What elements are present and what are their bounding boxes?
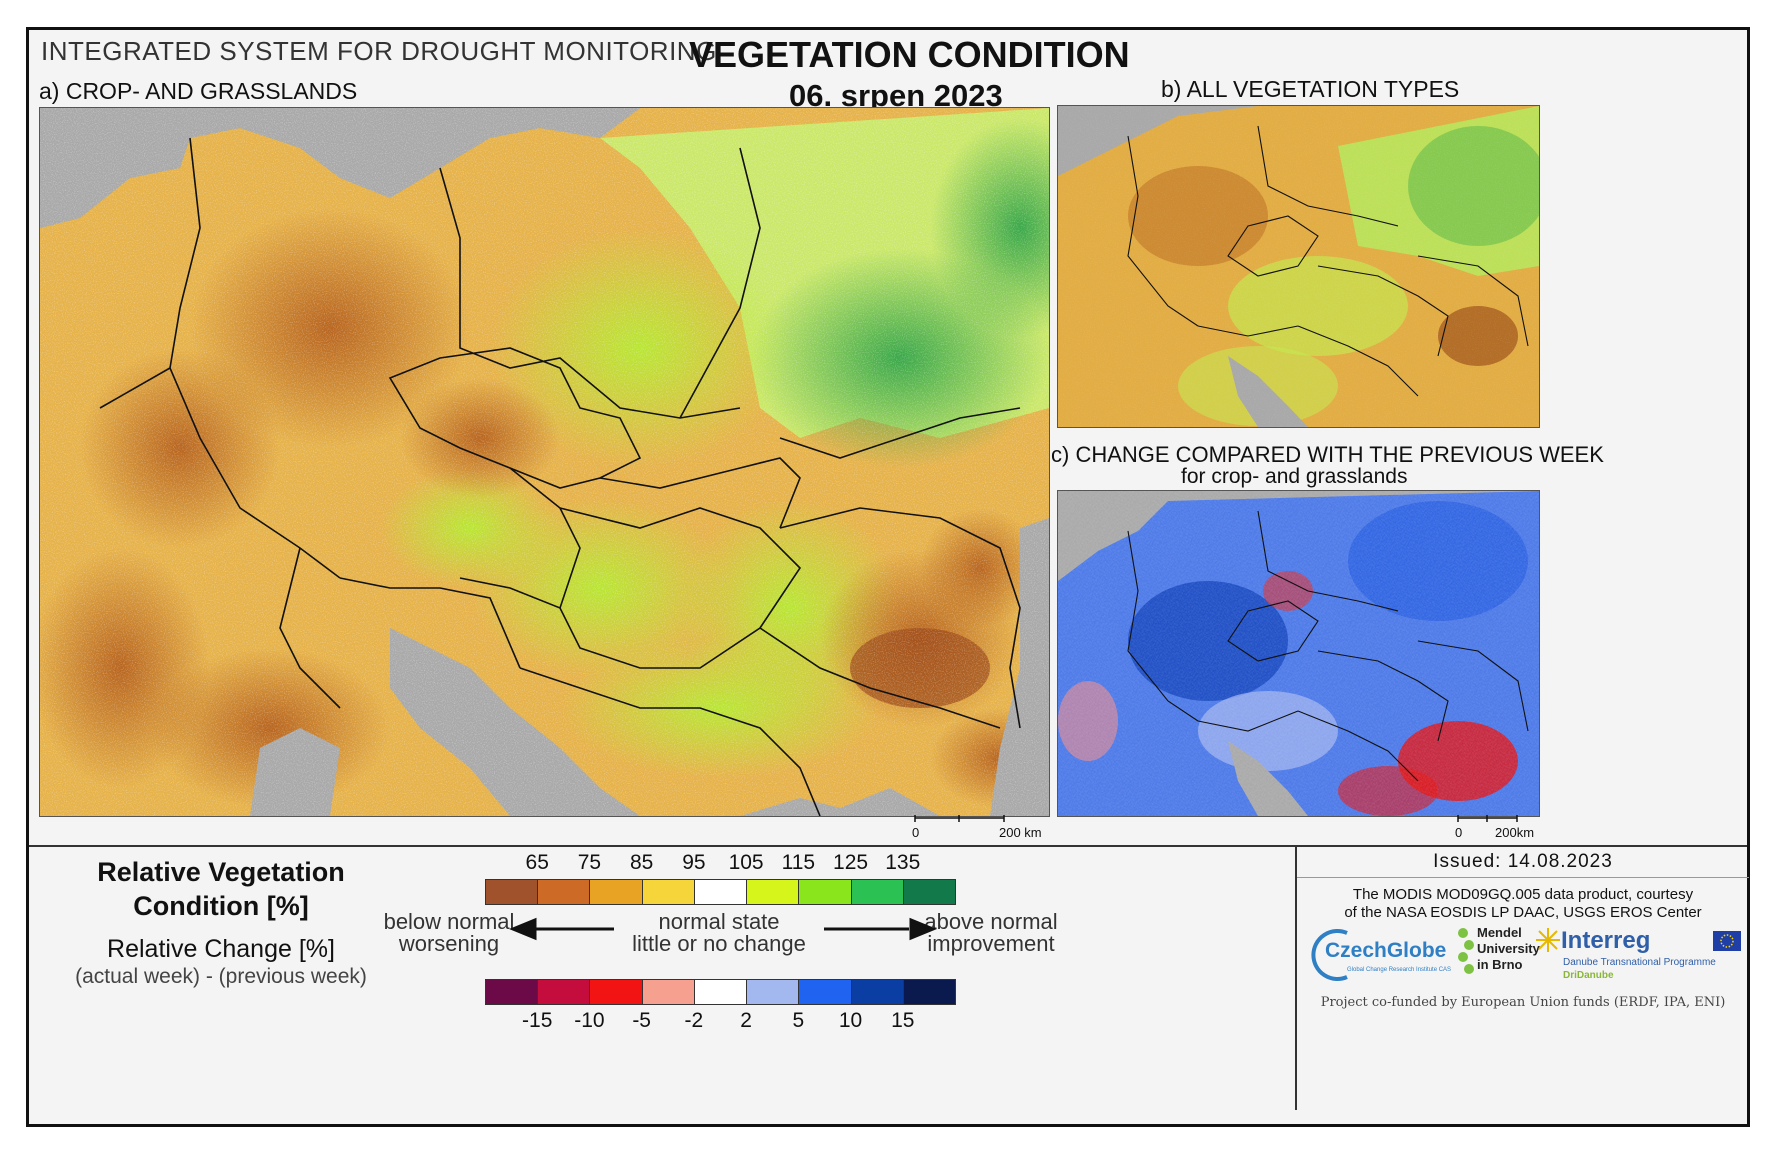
rvc-swatch xyxy=(798,879,852,905)
mendel-line2: University xyxy=(1477,941,1540,956)
panel-a-label: a) CROP- AND GRASSLANDS xyxy=(39,78,358,104)
rc-swatch xyxy=(902,979,956,1005)
mendel-line3: in Brno xyxy=(1477,957,1523,972)
above-normal-label: above normal xyxy=(924,909,1058,934)
map-all-vegetation-graphic xyxy=(1058,106,1539,427)
rc-swatch xyxy=(641,979,695,1005)
rc-subtitle: (actual week) - (previous week) xyxy=(75,965,367,988)
rvc-title-line1: Relative Vegetation xyxy=(97,857,345,887)
rvc-tick-label: 115 xyxy=(781,851,816,874)
rvc-swatch xyxy=(850,879,904,905)
interreg-logo: Interreg Danube Transnational Programme … xyxy=(1535,923,1747,993)
issued-date: Issued: 14.08.2023 xyxy=(1297,845,1749,878)
czechglobe-name: CzechGlobe xyxy=(1325,939,1447,962)
rvc-tick-label: 65 xyxy=(525,851,549,874)
rc-title: Relative Change [%] xyxy=(107,935,335,963)
main-title: VEGETATION CONDITION xyxy=(689,34,1130,75)
rc-tick-label: 10 xyxy=(838,1009,863,1032)
rvc-tick-label: 85 xyxy=(629,851,654,874)
rc-color-bar xyxy=(485,979,956,1005)
rc-tick-label: 15 xyxy=(891,1009,915,1032)
czechglobe-logo: CzechGlobe Global Change Research Instit… xyxy=(1307,927,1457,983)
change-scale-km: 200km xyxy=(1495,825,1535,840)
change-scalebar-graphic xyxy=(1457,815,1518,822)
main-scalebar-graphic xyxy=(914,815,1005,822)
rvc-swatch xyxy=(589,879,643,905)
credits-panel: Issued: 14.08.2023 The MODIS MOD09GQ.005… xyxy=(1295,845,1749,1110)
main-scale-km: 200 km xyxy=(999,825,1042,840)
rvc-color-bar xyxy=(485,879,956,905)
dridanube-label: DriDanube xyxy=(1563,970,1614,981)
legend-area: Relative Vegetation Condition [%] Relati… xyxy=(29,845,1747,1115)
interreg-sun-icon xyxy=(1536,928,1560,952)
improvement-label: improvement xyxy=(927,931,1055,956)
rc-tick-label: 5 xyxy=(792,1009,805,1032)
rc-swatch xyxy=(746,979,800,1005)
eu-flag-icon xyxy=(1713,931,1741,951)
rvc-swatch xyxy=(746,879,800,905)
map-crop-grasslands xyxy=(39,107,1050,817)
rvc-title-line2: Condition [%] xyxy=(133,891,309,921)
change-scale-zero: 0 xyxy=(1455,825,1463,840)
worsening-label: worsening xyxy=(398,931,500,956)
rc-tick-label: -2 xyxy=(684,1009,704,1032)
rvc-swatch xyxy=(641,879,695,905)
map-weekly-change-graphic xyxy=(1058,491,1539,816)
rc-swatch xyxy=(798,979,852,1005)
data-credit-line2: of the NASA EOSDIS LP DAAC, USGS EROS Ce… xyxy=(1344,904,1702,921)
rc-tick-label: 2 xyxy=(740,1009,752,1032)
mendel-logo: Mendel University in Brno xyxy=(1455,923,1540,993)
rvc-swatch xyxy=(537,879,591,905)
rc-swatch xyxy=(693,979,748,1005)
mendel-line1: Mendel xyxy=(1477,925,1522,940)
rvc-tick-label: 105 xyxy=(728,851,764,874)
trend-arrows xyxy=(509,917,937,941)
right-arrow-head xyxy=(909,917,937,941)
rvc-tick-label: 125 xyxy=(833,851,869,874)
left-arrow-head xyxy=(509,917,537,941)
rvc-tick-label: 75 xyxy=(577,851,602,874)
system-title: INTEGRATED SYSTEM FOR DROUGHT MONITORING xyxy=(41,36,717,66)
rvc-tick-label: 135 xyxy=(885,851,921,874)
rc-tick-label: -10 xyxy=(574,1009,605,1032)
czechglobe-arc-icon xyxy=(1311,929,1348,981)
data-credit-line1: The MODIS MOD09GQ.005 data product, cour… xyxy=(1352,886,1694,903)
figure-frame: INTEGRATED SYSTEM FOR DROUGHT MONITORING… xyxy=(26,27,1750,1127)
panel-c-label: c) CHANGE COMPARED WITH THE PREVIOUS WEE… xyxy=(1051,442,1604,467)
rc-swatch xyxy=(485,979,539,1005)
interreg-programme: Danube Transnational Programme xyxy=(1563,957,1716,968)
rvc-swatch xyxy=(485,879,539,905)
little-change-label: little or no change xyxy=(632,931,806,956)
interreg-name: Interreg xyxy=(1561,927,1651,954)
map-weekly-change xyxy=(1057,490,1540,817)
panel-b-label: b) ALL VEGETATION TYPES xyxy=(1161,76,1460,102)
rc-tick-label: -5 xyxy=(632,1009,651,1032)
rc-tick-label: -15 xyxy=(522,1009,553,1032)
rc-swatch xyxy=(589,979,643,1005)
panel-c-sublabel: for crop- and grasslands xyxy=(1181,465,1408,488)
mendel-dots-icon xyxy=(1458,928,1474,974)
main-scale-zero: 0 xyxy=(912,825,920,840)
rvc-swatch xyxy=(693,879,748,905)
rc-swatch xyxy=(850,979,904,1005)
map-all-vegetation xyxy=(1057,105,1540,428)
rvc-swatch xyxy=(902,879,956,905)
czechglobe-subtitle: Global Change Research Institute CAS xyxy=(1347,967,1452,973)
below-normal-label: below normal xyxy=(383,909,515,934)
rc-swatch xyxy=(537,979,591,1005)
cofunding-note: Project co-funded by European Union fund… xyxy=(1320,995,1726,1010)
map-crop-grasslands-graphic xyxy=(40,108,1049,816)
rvc-tick-label: 95 xyxy=(682,851,706,874)
normal-state-label: normal state xyxy=(658,909,780,934)
